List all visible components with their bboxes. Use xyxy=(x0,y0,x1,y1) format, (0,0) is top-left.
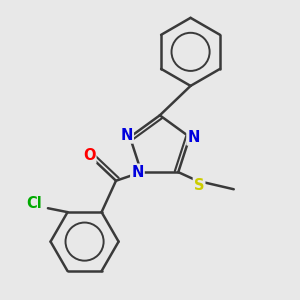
Text: S: S xyxy=(194,178,204,193)
Text: O: O xyxy=(83,148,95,163)
Text: N: N xyxy=(121,128,133,142)
Text: Cl: Cl xyxy=(26,196,42,211)
Text: N: N xyxy=(188,130,200,145)
Text: N: N xyxy=(131,165,144,180)
